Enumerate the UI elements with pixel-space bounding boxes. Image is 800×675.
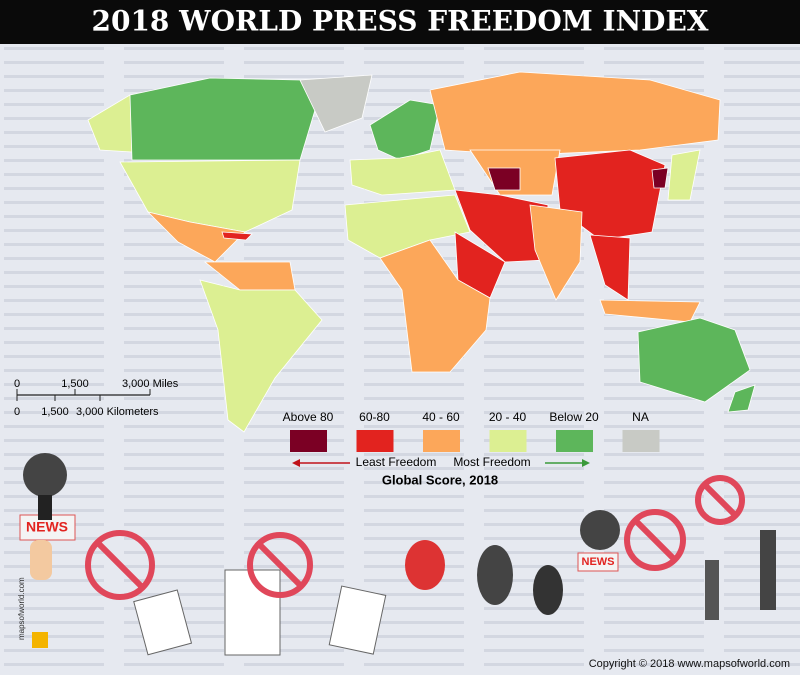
no-sign [85,530,155,600]
legend-swatch [556,430,593,452]
title: 2018 WORLD PRESS FREEDOM INDEX [91,5,708,38]
cuba [221,231,253,241]
logo-icon [32,632,48,648]
no-sign [695,475,745,525]
document [133,589,193,656]
document [224,569,281,656]
northern-europe [369,99,441,161]
scale-label: 3,000 Miles [122,378,179,390]
legend-swatch [423,430,460,452]
legend: Above 80 60-80 40 - 60 20 - 40 Below 20 NA [283,410,660,452]
no-sign-bar [701,481,739,519]
scale-label: 0 [14,378,20,390]
legend-label: 20 - 40 [489,410,527,424]
arrowhead [582,459,590,467]
legend-swatch [622,430,660,452]
illustrations: NEWS NEWS [19,453,776,656]
legend-label: Below 20 [549,410,599,424]
microphone [580,510,620,550]
scale-label: 0 [14,406,20,418]
scale-label: 1,500 [41,406,69,418]
canada [129,77,316,161]
scale-bar: 0 1,500 3,000 Miles 0 1,500 3,000 Kilome… [14,378,179,418]
southeast-asia [589,234,631,301]
mexico [146,211,246,263]
russia [429,71,721,156]
greenland [299,74,373,133]
arrowhead [292,459,300,467]
title-bar [0,0,800,44]
document [328,585,387,655]
no-sign-bar [632,517,678,563]
most-freedom: Most Freedom [453,455,530,469]
least-freedom: Least Freedom [356,455,437,469]
no-sign-bar [256,541,304,589]
microphone [405,540,445,590]
australia [637,317,751,403]
scale-label: 1,500 [61,378,89,390]
hand [30,540,52,580]
news-text: NEWS [582,556,615,568]
legend-swatch [290,430,327,452]
north-korea [651,167,669,189]
microphone-handle [705,560,719,620]
legend-swatch [489,430,527,452]
no-sign [247,532,313,598]
new-zealand [727,384,756,413]
copyright: Copyright © 2018 www.mapsofworld.com [589,658,790,670]
south-america [199,279,323,433]
microphone-handle [38,495,52,520]
logo: mapsofworld.com [17,577,26,640]
microphone [533,565,563,615]
legend-swatch [356,430,394,452]
legend-label: Above 80 [283,410,334,424]
legend-caption: Global Score, 2018 [382,472,498,487]
turkmenistan [487,167,521,191]
central-africa [379,239,491,373]
japan [667,149,701,201]
world-map [87,71,756,433]
microphone-handle [760,530,776,610]
legend-label: 40 - 60 [422,410,460,424]
no-sign [624,509,686,571]
microphone [23,453,67,497]
microphone [477,545,513,605]
scale-label: 3,000 Kilometers [76,406,159,418]
no-sign-bar [95,540,145,590]
india [529,204,583,301]
legend-label: 60-80 [359,410,390,424]
news-text: NEWS [26,519,68,535]
legend-label: NA [632,410,649,424]
news-sign [577,552,619,572]
